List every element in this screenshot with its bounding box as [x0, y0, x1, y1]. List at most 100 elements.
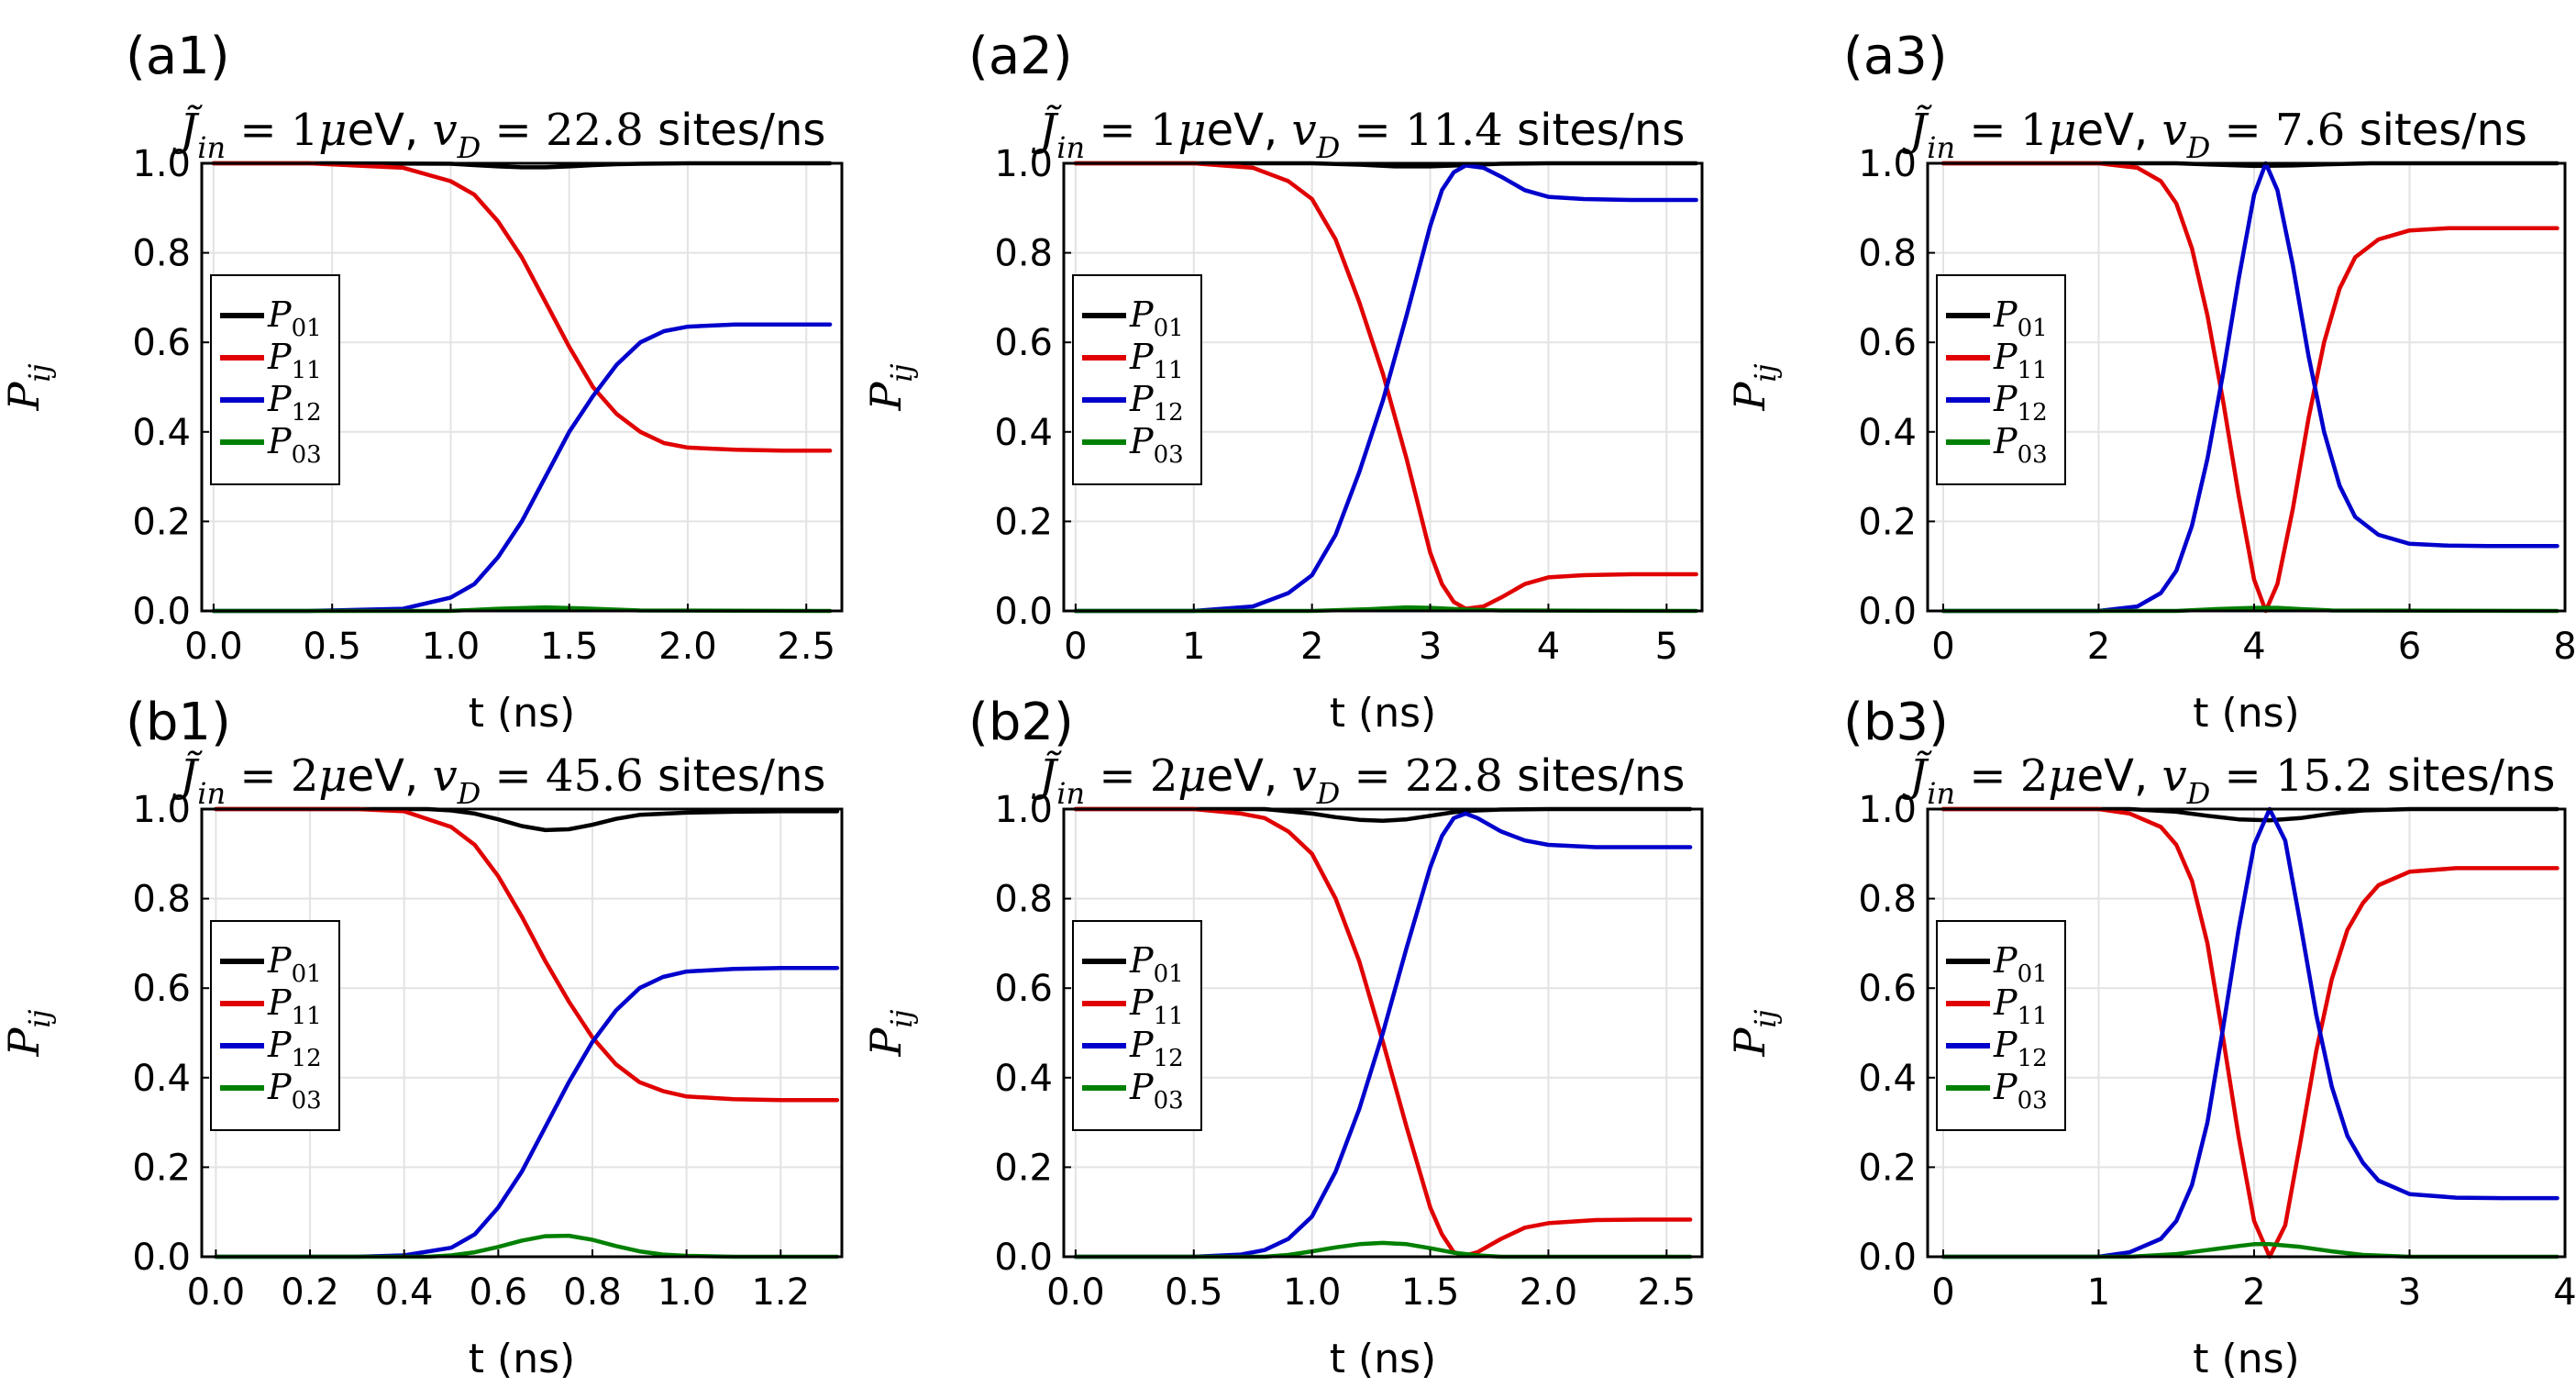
y-tick-label: 1.0: [132, 789, 191, 831]
y-tick-label: 0.4: [1858, 1058, 1917, 1100]
series-line-p12: [214, 965, 840, 1259]
y-tick-label: 0.0: [994, 1237, 1053, 1279]
legend-label-p12: P12: [267, 1025, 322, 1072]
legend-label-p12: P12: [1993, 379, 2048, 427]
y-axis-label: Pij: [0, 1009, 57, 1057]
x-tick-label: 0.6: [470, 1271, 528, 1314]
y-tick-label: 0.4: [132, 1058, 191, 1100]
legend-label-p12: P12: [267, 379, 322, 427]
legend-label-p11: P11: [1993, 982, 2048, 1030]
y-tick-label: 0.4: [994, 1058, 1053, 1100]
series-line-p03: [214, 1233, 840, 1259]
series-line-p12: [1940, 806, 2559, 1259]
series-line-p11: [214, 806, 840, 1103]
panel-b2: (b2)J̃in = 2μeV, vD = 22.8 sites/ns0.0 0.…: [861, 693, 1704, 1382]
y-tick-label: 0.2: [132, 501, 191, 543]
y-tick-label: 0.2: [1858, 1147, 1917, 1189]
panel-title: J̃in = 2μeV, vD = 15.2 sites/ns: [1901, 749, 2555, 811]
x-tick-label: 3: [1419, 626, 1442, 668]
legend-label-p01: P01: [1993, 940, 2048, 988]
series-line-p11: [1940, 161, 2559, 614]
x-axis-label: t (ns): [469, 690, 575, 737]
plot-frame: [200, 807, 844, 1259]
series-line-p12: [211, 322, 833, 614]
panel-label: (a1): [126, 27, 230, 86]
legend-label-p11: P11: [1129, 337, 1184, 384]
plot-frame: [1926, 807, 2567, 1259]
legend-box: [1936, 274, 2066, 485]
x-tick-label: 5: [1655, 626, 1678, 668]
panel-a2: (a2) J̃in = 1μeV, vD = 11.4 sites/ns 0 1 2 3 4…: [861, 27, 1704, 737]
x-axis-label: t (ns): [2193, 1336, 2299, 1382]
x-tick-label: 0: [1931, 626, 1954, 668]
y-tick-label: 0.2: [132, 1147, 191, 1189]
plot-frame: [1062, 807, 1704, 1259]
x-tick-label: 1.0: [422, 626, 481, 668]
x-tick-label: 2: [2087, 626, 2110, 668]
x-tick-label: 3: [2398, 1271, 2421, 1314]
x-tick-label: 0: [1064, 626, 1087, 668]
y-tick-label: 0.8: [132, 233, 191, 275]
x-axis-label: t (ns): [469, 1336, 575, 1382]
plot-frame: [1062, 161, 1704, 613]
y-tick-label: 0.6: [132, 322, 191, 364]
y-tick-label: 0.6: [994, 322, 1053, 364]
x-tick-label: 0.0: [1046, 1271, 1105, 1314]
legend-label-p12: P12: [1993, 1025, 2048, 1072]
panel-title: J̃in = 1μeV, vD = 7.6 sites/ns: [1901, 103, 2527, 165]
x-tick-label: 2.5: [1638, 1271, 1697, 1314]
legend-label-p01: P01: [267, 294, 322, 342]
panel-title: J̃in = 1μeV, vD = 22.8 sites/ns: [171, 103, 825, 165]
x-tick-label: 4: [1537, 626, 1560, 668]
legend-label-p03: P03: [267, 421, 322, 469]
x-tick-label: 1.5: [540, 626, 599, 668]
y-tick-label: 1.0: [1858, 143, 1917, 185]
legend-box: [1072, 274, 1202, 485]
series-line-p03: [1940, 1242, 2559, 1259]
x-tick-label: 1: [1182, 626, 1205, 668]
legend-label-p03: P03: [267, 1067, 322, 1115]
y-tick-label: 0.2: [1858, 501, 1917, 543]
legend-label-p01: P01: [1129, 294, 1184, 342]
legend-label-p03: P03: [1129, 421, 1184, 469]
x-tick-label: 4: [2242, 626, 2265, 668]
panel-b1: (b1)J̃in = 2μeV, vD = 45.6 sites/ns0.0 0.…: [0, 693, 844, 1382]
legend-label-p03: P03: [1129, 1067, 1184, 1115]
x-tick-label: 1.2: [751, 1271, 810, 1314]
series-line-p11: [1073, 806, 1693, 1258]
x-tick-label: 1: [2087, 1271, 2110, 1314]
legend-label-p11: P11: [267, 337, 322, 384]
x-tick-label: 1.0: [658, 1271, 716, 1314]
y-tick-label: 0.0: [1858, 591, 1917, 633]
panel-label: (a3): [1843, 27, 1948, 86]
y-tick-label: 1.0: [994, 789, 1053, 831]
x-tick-label: 2.0: [658, 626, 717, 668]
y-axis-label: Pij: [861, 363, 919, 411]
y-tick-label: 1.0: [132, 143, 191, 185]
plot-frame: [1926, 161, 2567, 613]
series-line-p11: [211, 161, 833, 453]
series-line-p11: [1940, 806, 2559, 1259]
panel-a3: (a3) J̃in = 1μeV, vD = 7.6 sites/ns 0 2 4 6 8 0…: [1725, 27, 2576, 737]
y-axis-label: Pij: [861, 1009, 919, 1057]
series-line-p12: [1073, 163, 1698, 614]
y-tick-label: 0.8: [1858, 879, 1917, 921]
y-tick-label: 0.8: [994, 233, 1053, 275]
y-tick-label: 0.6: [994, 968, 1053, 1010]
x-tick-label: 6: [2398, 626, 2421, 668]
x-tick-label: 4: [2553, 1271, 2576, 1314]
panel-label: (b1): [126, 693, 231, 752]
y-tick-label: 0.0: [132, 591, 191, 633]
x-axis-label: t (ns): [1330, 690, 1436, 737]
x-tick-label: 0: [1931, 1271, 1954, 1314]
panel-label: (b3): [1843, 693, 1949, 752]
series-line-p03: [1073, 1240, 1693, 1259]
y-tick-label: 0.6: [1858, 322, 1917, 364]
x-tick-label: 0.8: [563, 1271, 622, 1314]
x-tick-label: 2: [1300, 626, 1323, 668]
y-tick-label: 0.0: [994, 591, 1053, 633]
series-line-p01: [214, 806, 840, 833]
series-line-p12: [1073, 811, 1693, 1259]
